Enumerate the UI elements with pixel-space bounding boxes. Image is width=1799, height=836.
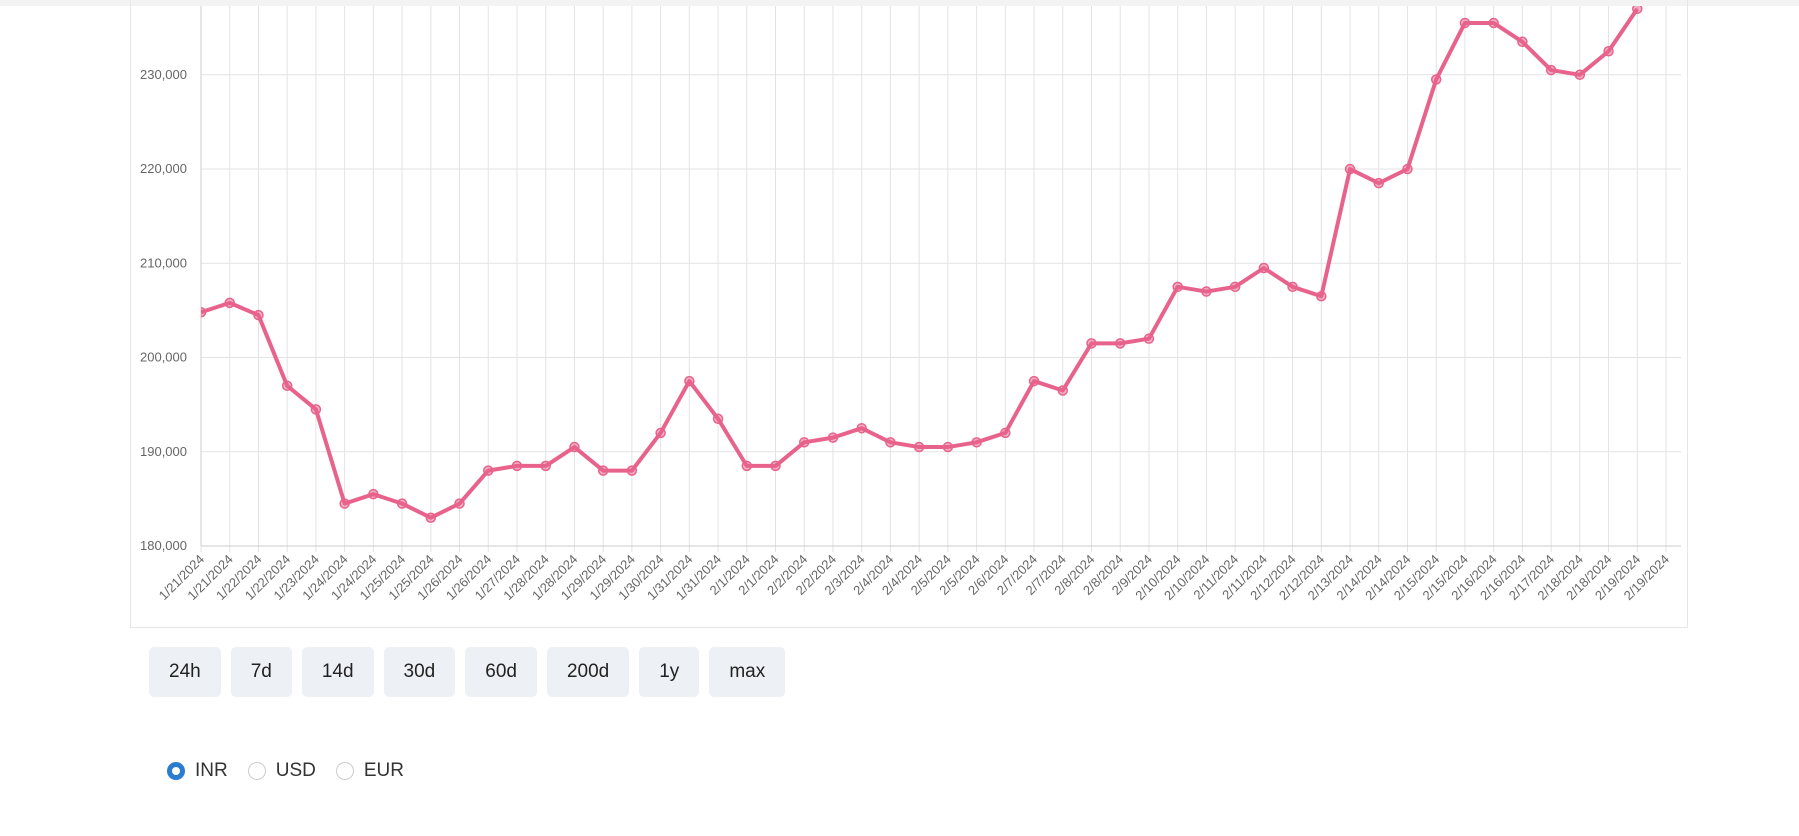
data-point: [1057, 385, 1069, 396]
data-point: [253, 309, 264, 321]
currency-option[interactable]: INR: [167, 760, 228, 782]
chart-frame: [130, 0, 1688, 628]
data-point: [942, 441, 954, 453]
range-button[interactable]: 14d: [301, 647, 374, 697]
y-tick-label: 230,000: [140, 67, 187, 82]
data-point: [1258, 262, 1270, 274]
y-tick-label: 190,000: [140, 444, 187, 459]
data-point: [396, 498, 408, 509]
range-button[interactable]: 60d: [465, 647, 537, 697]
data-point: [511, 460, 523, 472]
data-point: [281, 380, 293, 392]
data-point: [310, 404, 322, 415]
data-point: [1632, 6, 1643, 15]
data-point: [1402, 163, 1413, 175]
data-point: [1201, 286, 1212, 297]
data-point: [626, 465, 638, 476]
data-point: [569, 441, 580, 453]
data-point: [540, 460, 551, 472]
data-point: [1344, 163, 1356, 175]
data-point: [1287, 281, 1298, 293]
range-button[interactable]: 30d: [383, 647, 456, 697]
data-point: [885, 437, 896, 448]
data-point: [741, 460, 753, 472]
range-buttons: 24h 7d 14d 30d 60d 200d 1y max: [149, 647, 786, 697]
data-point: [1430, 74, 1442, 85]
data-point: [913, 441, 925, 453]
currency-label: INR: [195, 760, 228, 781]
data-point: [1028, 375, 1040, 387]
data-point: [1459, 17, 1471, 29]
data-point: [827, 432, 839, 443]
data-point: [856, 422, 867, 434]
data-point: [1316, 291, 1327, 302]
data-point: [1488, 17, 1499, 29]
data-point: [1373, 177, 1384, 189]
data-point: [1143, 333, 1155, 344]
data-point: [1574, 69, 1586, 81]
radio-button[interactable]: [167, 762, 185, 780]
labels: 180,000 190,000 200,000 210,000 220,000 230,0…: [140, 67, 1672, 603]
data-point: [1517, 36, 1528, 48]
currency-option[interactable]: EUR: [335, 760, 404, 782]
data-point: [1086, 338, 1097, 349]
range-button[interactable]: 1y: [639, 647, 700, 697]
y-tick-label: 210,000: [140, 255, 187, 270]
data-point: [368, 488, 379, 500]
data-point: [1545, 64, 1557, 76]
data-point: [454, 498, 465, 509]
top-bar: [0, 0, 1799, 6]
data-point: [224, 297, 235, 309]
currency-option[interactable]: USD: [247, 760, 316, 782]
currency-options: INR USD EUR: [167, 760, 404, 782]
data-point: [770, 460, 781, 472]
data-point: [1000, 427, 1011, 439]
y-tick-label: 220,000: [140, 161, 187, 176]
data-point: [597, 465, 609, 476]
currency-label: EUR: [363, 760, 404, 781]
data-point: [483, 465, 494, 476]
data-point: [798, 437, 810, 448]
data-point: [1114, 338, 1126, 349]
range-button[interactable]: 7d: [230, 647, 292, 697]
range-button[interactable]: 200d: [546, 647, 630, 697]
currency-label: USD: [275, 760, 316, 781]
data-point: [1603, 45, 1614, 57]
data-point: [971, 437, 982, 448]
data-point: [425, 512, 437, 523]
data-point: [712, 413, 724, 425]
radio-button[interactable]: [247, 762, 266, 780]
series: [201, 6, 1643, 523]
y-tick-label: 180,000: [140, 538, 187, 553]
grid: [200, 6, 1681, 552]
radio-button[interactable]: [335, 762, 354, 780]
data-point: [684, 375, 695, 387]
data-point: [1172, 281, 1183, 293]
data-point: [339, 498, 350, 509]
range-button[interactable]: max: [709, 647, 786, 697]
data-point: [1229, 281, 1241, 293]
range-button[interactable]: 24h: [149, 647, 221, 697]
data-point: [655, 427, 666, 439]
y-tick-label: 200,000: [140, 350, 187, 365]
chart: 180,000 190,000 200,000 210,000 220,000 230,0…: [140, 6, 1681, 603]
data-point: [201, 307, 207, 318]
